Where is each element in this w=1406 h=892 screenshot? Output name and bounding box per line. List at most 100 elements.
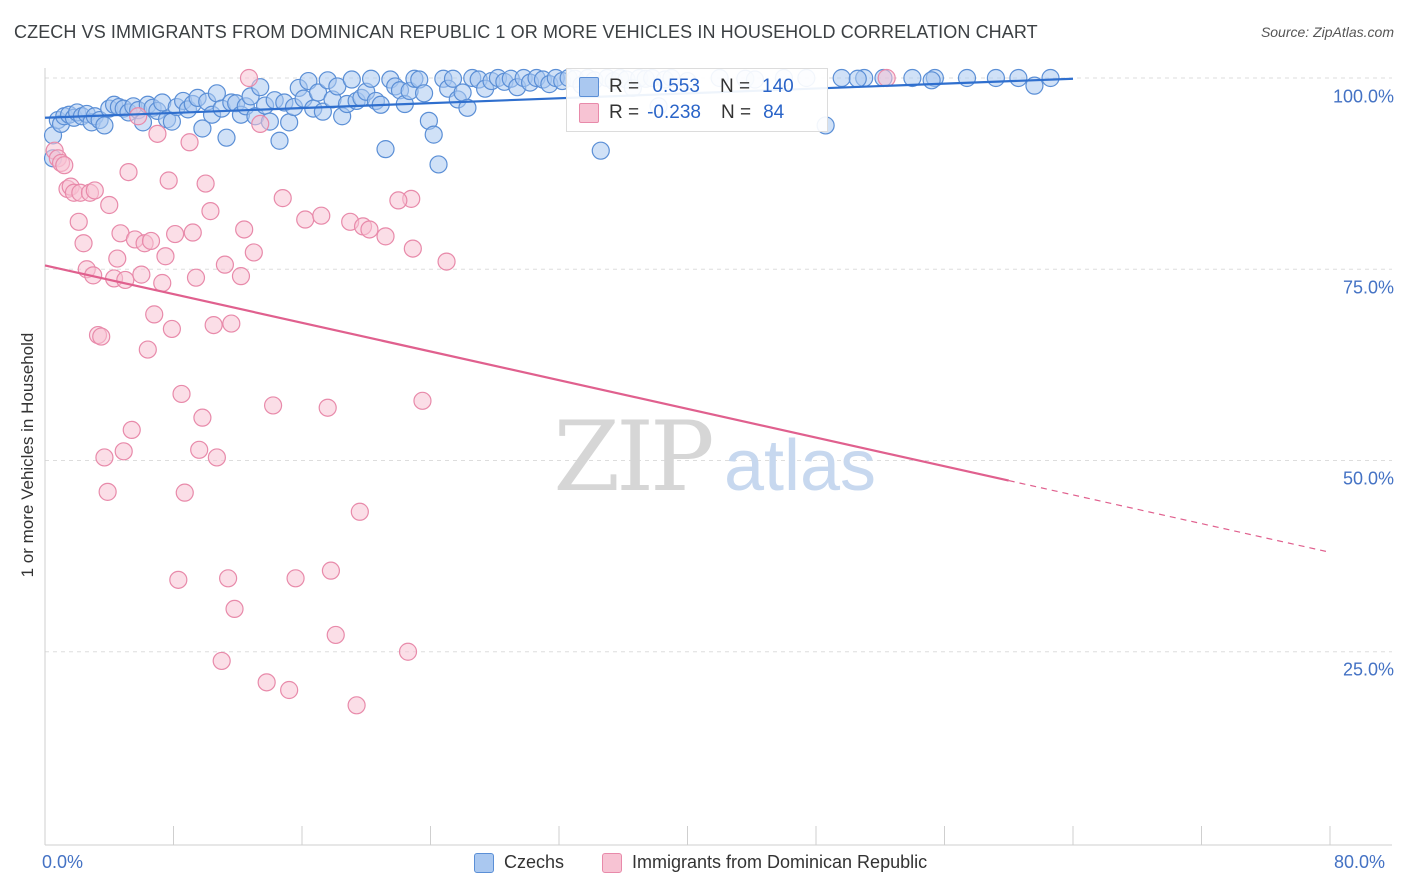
dominican-point xyxy=(201,202,220,221)
dominican-point xyxy=(350,502,369,521)
dominican-point xyxy=(222,314,241,333)
czech-point xyxy=(453,83,472,102)
czech-point xyxy=(280,113,299,132)
legend-swatch-dominican xyxy=(602,852,622,873)
stats-swatch-dominican xyxy=(579,103,599,123)
y-tick-75: 75.0% xyxy=(1342,277,1394,298)
dominican-point xyxy=(190,440,209,459)
watermark-zip: ZIP xyxy=(553,401,712,513)
dominican-point xyxy=(204,315,223,335)
y-tick-100: 100.0% xyxy=(1332,86,1394,107)
czech-point xyxy=(1041,68,1060,88)
dominican-point xyxy=(219,569,238,588)
dominican-point xyxy=(162,319,181,339)
dominican-point xyxy=(239,68,259,88)
czech-point xyxy=(328,77,347,96)
series-czechs xyxy=(43,68,1060,174)
czech-point xyxy=(848,69,867,88)
dominican-point xyxy=(95,448,114,467)
dominican-point xyxy=(186,268,206,287)
dominican-point xyxy=(85,181,104,200)
stats-n-label: N = xyxy=(719,76,751,97)
stats-swatch-czechs xyxy=(579,77,599,97)
czech-point xyxy=(903,68,922,88)
stats-row-dominican: R = -0.238 N = 84 xyxy=(579,100,784,126)
dominican-point xyxy=(376,227,395,246)
stats-row-czechs: R = 0.553 N = 140 xyxy=(579,74,794,100)
stats-r-value: 0.553 xyxy=(647,76,700,97)
grid-lines xyxy=(45,77,1392,653)
czech-point xyxy=(922,71,941,90)
dominican-point xyxy=(172,384,191,404)
legend-swatch-czechs xyxy=(474,852,494,873)
dominican-point xyxy=(263,396,283,415)
dominican-point xyxy=(437,252,456,271)
stats-box: R = 0.553 N = 140 R = -0.238 N = 84 xyxy=(566,68,828,132)
czech-point xyxy=(361,69,381,88)
dominican-point xyxy=(100,195,119,215)
dominican-point xyxy=(169,570,188,589)
stats-r-label: R = xyxy=(609,102,640,123)
dominican-point xyxy=(98,482,117,501)
dominican-point xyxy=(280,680,299,700)
dominican-point xyxy=(398,642,418,661)
dominican-point xyxy=(196,174,215,193)
y-tick-50: 50.0% xyxy=(1342,468,1394,489)
trend-line-1 xyxy=(44,264,1009,482)
czech-point xyxy=(591,141,610,160)
axes xyxy=(44,68,1392,846)
dominican-point xyxy=(55,156,74,175)
dominican-point xyxy=(193,408,212,427)
czech-point xyxy=(414,84,434,103)
series-dominican-republic xyxy=(45,68,896,715)
dominican-point xyxy=(215,255,234,274)
dominican-point xyxy=(69,212,88,231)
dominican-point xyxy=(225,599,244,619)
dominican-point xyxy=(132,265,151,284)
dominican-point xyxy=(153,273,172,293)
dominican-point xyxy=(389,191,408,210)
dominican-point xyxy=(74,234,93,253)
dominican-point xyxy=(286,569,305,588)
dominican-point xyxy=(244,243,263,262)
dominican-point xyxy=(183,223,202,242)
dominican-point xyxy=(212,651,231,671)
dominican-point xyxy=(251,114,270,134)
dominican-point xyxy=(347,696,366,715)
trend-lines xyxy=(44,77,1331,553)
dominican-point xyxy=(92,327,111,346)
dominican-point xyxy=(296,210,315,229)
dominican-point xyxy=(159,171,178,190)
dominican-point xyxy=(114,442,133,461)
dominican-point xyxy=(321,561,341,580)
watermark: ZIP atlas xyxy=(553,401,876,513)
czech-point xyxy=(458,98,477,117)
legend-item-dominican[interactable]: Immigrants from Dominican Republic xyxy=(602,852,927,873)
dominican-point xyxy=(116,270,135,290)
stats-r-label: R = xyxy=(609,76,640,97)
dominican-point xyxy=(235,220,254,239)
y-tick-25: 25.0% xyxy=(1342,659,1394,680)
legend-label-czechs: Czechs xyxy=(504,852,565,872)
x-tick-min: 0.0% xyxy=(42,852,84,872)
source-label: Source: ZipAtlas.com xyxy=(1260,24,1394,40)
czech-point xyxy=(270,131,289,150)
czech-point xyxy=(986,68,1006,88)
legend-item-czechs[interactable]: Czechs xyxy=(474,852,564,873)
czech-point xyxy=(443,69,463,88)
y-axis-label: 1 or more Vehicles in Household xyxy=(18,332,37,578)
dominican-point xyxy=(156,247,175,266)
dominican-point xyxy=(148,124,167,143)
stats-n-label: N = xyxy=(720,102,752,123)
stats-r-value: -0.238 xyxy=(647,102,701,123)
dominican-point xyxy=(257,673,276,692)
dominican-point xyxy=(175,483,194,502)
dominican-point xyxy=(129,107,148,126)
dominican-point xyxy=(108,249,127,268)
dominican-point xyxy=(312,206,331,225)
stats-n-value: 140 xyxy=(762,76,794,97)
dominican-point xyxy=(141,231,161,251)
dominican-point xyxy=(166,224,185,244)
dominican-point xyxy=(326,625,345,645)
